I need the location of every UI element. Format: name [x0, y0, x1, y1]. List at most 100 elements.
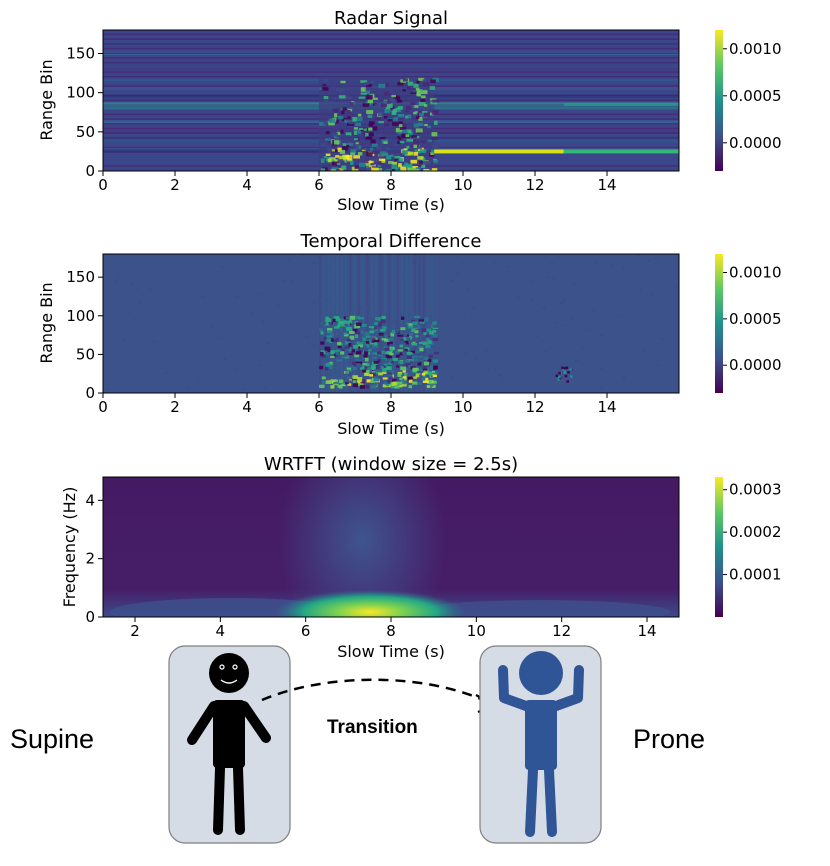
noise-cell [283, 255, 287, 257]
activity-cell [402, 376, 407, 379]
activity-cell [400, 316, 405, 320]
activity-cell [419, 320, 425, 324]
noise-cell [657, 260, 661, 263]
noise-cell [283, 324, 287, 327]
activity-cell [412, 367, 418, 372]
activity-cell [329, 338, 334, 342]
clutter-cell [335, 108, 339, 113]
clutter-cell [406, 105, 413, 110]
noise-cell [351, 390, 355, 393]
noise-cell [340, 391, 344, 393]
clutter-cell [333, 134, 337, 139]
activity-cell [399, 352, 404, 356]
clutter-cell [388, 160, 394, 165]
clutter-cell [427, 125, 431, 129]
clutter-cell [347, 161, 351, 165]
noise-cell [305, 336, 309, 338]
noise-cell [568, 257, 572, 259]
activity-cell [370, 317, 376, 321]
activity-cell [332, 318, 337, 322]
clutter-cell [370, 127, 374, 131]
clutter-cell [384, 109, 391, 112]
noise-cell [342, 255, 346, 257]
clutter-cell [323, 96, 329, 100]
clutter-cell [380, 151, 387, 155]
noise-cell [330, 278, 334, 281]
activity-cell [362, 342, 368, 346]
clutter-cell [407, 114, 412, 119]
noise-cell [518, 340, 522, 343]
activity-cell [330, 333, 335, 337]
activity-cell [341, 361, 345, 364]
noise-cell [113, 376, 117, 379]
clutter-cell [415, 111, 419, 114]
noise-cell [369, 299, 373, 301]
transient-cell [563, 369, 567, 373]
activity-cell [380, 366, 384, 369]
noise-cell [652, 329, 656, 331]
range-band [103, 66, 679, 69]
clutter-cell [381, 159, 386, 163]
activity-cell [335, 370, 341, 374]
noise-cell [389, 324, 393, 326]
noise-cell [619, 324, 623, 327]
activity-cell [358, 349, 363, 353]
clutter-cell [367, 99, 374, 104]
activity-cell [417, 325, 421, 329]
noise-cell [276, 304, 280, 306]
radar-signal-ytick-label: 0 [85, 162, 95, 180]
activity-cell [431, 370, 436, 373]
activity-cell [389, 343, 393, 347]
activity-cell [397, 371, 403, 375]
clutter-cell [340, 109, 345, 115]
activity-cell [364, 372, 369, 377]
clutter-cell [432, 99, 440, 103]
noise-cell [149, 289, 153, 291]
temporal-difference-xtick-label: 6 [314, 398, 324, 416]
noise-cell [193, 351, 197, 354]
noise-cell [535, 335, 539, 337]
activity-cell [378, 372, 383, 376]
clutter-cell [405, 109, 409, 113]
activity-cell [413, 324, 420, 329]
noise-cell [552, 277, 556, 280]
noise-cell [503, 299, 507, 302]
activity-cell [364, 351, 369, 355]
activity-cell [338, 320, 344, 325]
noise-cell [486, 368, 490, 371]
noise-cell [438, 302, 442, 305]
activity-cell [345, 382, 349, 385]
activity-cell [324, 346, 331, 351]
activity-cell [431, 379, 437, 382]
clutter-cell [429, 86, 435, 90]
clutter-cell [360, 80, 368, 83]
clutter-cell [398, 163, 402, 167]
activity-cell [397, 373, 402, 377]
clutter-cell [423, 112, 430, 117]
activity-cell [335, 349, 342, 353]
clutter-cell [399, 123, 407, 128]
clutter-cell [378, 168, 383, 171]
activity-cell [414, 330, 419, 334]
noise-cell [361, 389, 365, 392]
activity-cell [345, 316, 351, 320]
clutter-cell [386, 169, 392, 171]
activity-cell [323, 336, 330, 341]
noise-cell [265, 265, 269, 268]
range-band [103, 76, 679, 78]
clutter-cell [387, 118, 393, 122]
clutter-cell [378, 121, 385, 124]
clutter-cell [397, 131, 403, 135]
clutter-cell [370, 80, 375, 84]
noise-cell [592, 309, 596, 312]
clutter-cell [354, 165, 359, 169]
noise-cell [515, 339, 519, 341]
activity-cell [371, 347, 375, 351]
noise-cell [562, 299, 566, 302]
noise-cell [413, 261, 417, 264]
transient-cell [567, 371, 570, 374]
activity-cell [355, 322, 362, 326]
clutter-cell [402, 78, 408, 82]
noise-cell [554, 322, 558, 324]
activity-cell [326, 335, 333, 338]
